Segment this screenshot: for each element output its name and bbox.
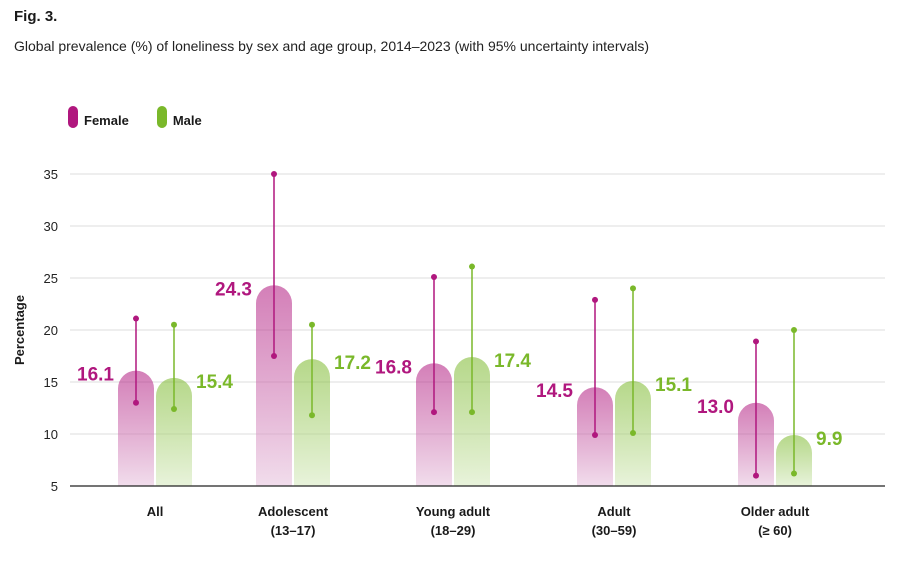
bar-male-1: [294, 359, 330, 486]
bar-male-2: [454, 357, 490, 486]
data-label-male-4: 9.9: [816, 429, 842, 450]
x-tick-sublabel: (13–17): [271, 523, 316, 538]
bar-female-1: [256, 285, 292, 486]
y-tick-label: 30: [44, 219, 58, 234]
error-cap-lower-female-3: [592, 432, 598, 439]
bar-male-0: [156, 377, 192, 486]
bar-female-0: [118, 370, 154, 486]
figure-label: Fig. 3.: [14, 8, 58, 25]
data-label-female-2: 16.8: [375, 357, 412, 378]
chart-subtitle: Global prevalence (%) of loneliness by s…: [14, 38, 650, 54]
y-tick-label: 5: [51, 479, 58, 494]
data-label-male-1: 17.2: [334, 353, 371, 374]
y-tick-label: 15: [44, 375, 58, 390]
legend-label-female: Female: [84, 113, 129, 128]
data-label-male-3: 15.1: [655, 375, 692, 396]
error-cap-upper-male-3: [630, 285, 636, 292]
x-tick-sublabel: (30–59): [592, 523, 637, 538]
x-tick-label: All: [147, 504, 164, 519]
x-tick-label: Young adult: [416, 504, 491, 519]
legend-label-male: Male: [172, 113, 202, 128]
error-cap-lower-male-3: [630, 429, 636, 436]
error-cap-upper-male-1: [309, 321, 315, 328]
x-tick-label: Adult: [597, 504, 631, 519]
data-label-female-1: 24.3: [215, 279, 252, 300]
error-cap-upper-male-4: [791, 327, 797, 333]
error-cap-upper-female-1: [271, 171, 277, 177]
error-cap-lower-female-0: [133, 399, 139, 406]
error-cap-lower-male-4: [791, 470, 797, 477]
x-tick-sublabel: (≥ 60): [758, 523, 792, 538]
error-cap-upper-male-0: [171, 321, 177, 328]
error-cap-lower-male-1: [309, 412, 315, 419]
data-label-male-2: 17.4: [494, 351, 531, 372]
data-label-male-0: 15.4: [196, 372, 233, 393]
error-cap-upper-male-2: [469, 263, 475, 270]
legend-swatch-male: [156, 106, 167, 128]
x-tick-sublabel: (18–29): [431, 523, 476, 538]
error-cap-lower-male-2: [469, 409, 475, 416]
x-tick-label: Adolescent: [258, 504, 329, 519]
y-tick-label: 20: [44, 323, 58, 338]
chart-legend: Female Male: [68, 106, 202, 128]
legend-swatch-female: [68, 106, 78, 128]
y-tick-label: 25: [44, 271, 58, 286]
data-label-female-3: 14.5: [536, 381, 573, 402]
x-tick-label: Older adult: [741, 504, 810, 519]
error-cap-upper-female-3: [592, 296, 598, 303]
y-tick-label: 35: [44, 167, 58, 182]
error-cap-upper-female-0: [133, 315, 139, 322]
error-cap-upper-female-4: [753, 338, 759, 345]
error-cap-lower-female-4: [753, 472, 759, 479]
error-cap-upper-female-2: [431, 273, 437, 280]
error-cap-lower-female-1: [271, 353, 277, 359]
data-label-female-4: 13.0: [697, 397, 734, 418]
y-axis-label: Percentage: [12, 295, 27, 365]
error-cap-lower-female-2: [431, 409, 437, 416]
legend-item-female: Female: [68, 106, 129, 128]
bar-female-2: [416, 363, 452, 486]
data-label-female-0: 16.1: [77, 365, 114, 386]
y-tick-label: 10: [44, 427, 58, 442]
legend-item-male: Male: [156, 106, 202, 128]
error-cap-lower-male-0: [171, 406, 177, 413]
